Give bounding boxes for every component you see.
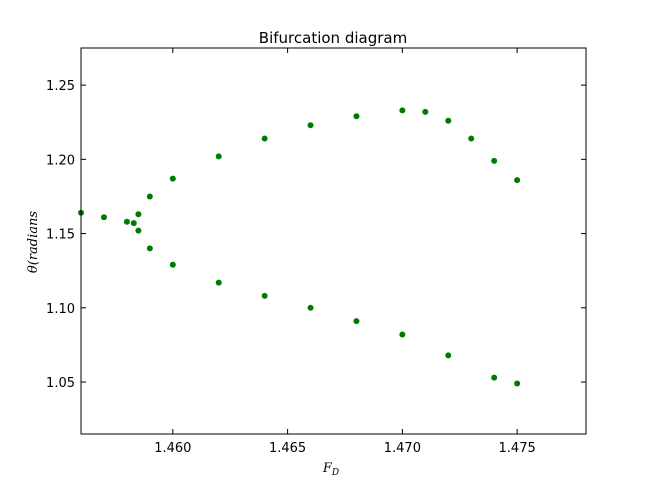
data-point <box>399 331 406 338</box>
y-tick-label: 1.10 <box>46 302 75 317</box>
data-point <box>445 117 452 124</box>
data-point <box>135 227 142 234</box>
y-tick-label: 1.05 <box>46 376 75 391</box>
data-point <box>261 292 268 299</box>
x-tick-label: 1.465 <box>269 441 306 456</box>
data-point <box>468 135 475 142</box>
points-layer <box>78 107 521 387</box>
data-point <box>353 318 360 325</box>
data-point <box>215 279 222 286</box>
data-point <box>215 153 222 160</box>
data-point <box>307 304 314 311</box>
data-point <box>169 261 176 268</box>
data-point <box>353 113 360 120</box>
data-point <box>100 214 107 221</box>
data-point <box>307 122 314 129</box>
x-tick-label: 1.475 <box>499 441 536 456</box>
y-tick-label: 1.25 <box>46 79 75 94</box>
data-point <box>130 220 137 227</box>
x-axis-label: FD <box>322 461 339 478</box>
ticks-layer: 1.460 1.465 1.470 1.475 1.05 1.10 1.15 1.20 1.25 <box>46 48 586 456</box>
y-tick-label: 1.20 <box>46 153 75 168</box>
data-point <box>123 218 130 225</box>
x-tick-label: 1.460 <box>154 441 191 456</box>
y-tick-label: 1.15 <box>46 228 75 243</box>
chart-title: Bifurcation diagram <box>259 29 407 47</box>
data-point <box>169 175 176 182</box>
data-point <box>514 177 521 184</box>
data-point <box>445 352 452 359</box>
data-point <box>135 211 142 218</box>
data-point <box>514 380 521 387</box>
data-point <box>399 107 406 114</box>
plot-frame <box>80 47 587 435</box>
data-point <box>146 245 153 252</box>
x-tick-label: 1.470 <box>384 441 421 456</box>
y-axis-label: θ(radians <box>26 211 41 273</box>
data-point <box>261 135 268 142</box>
data-point <box>422 108 429 115</box>
data-point <box>146 193 153 200</box>
data-point <box>491 374 498 381</box>
data-point <box>491 157 498 164</box>
